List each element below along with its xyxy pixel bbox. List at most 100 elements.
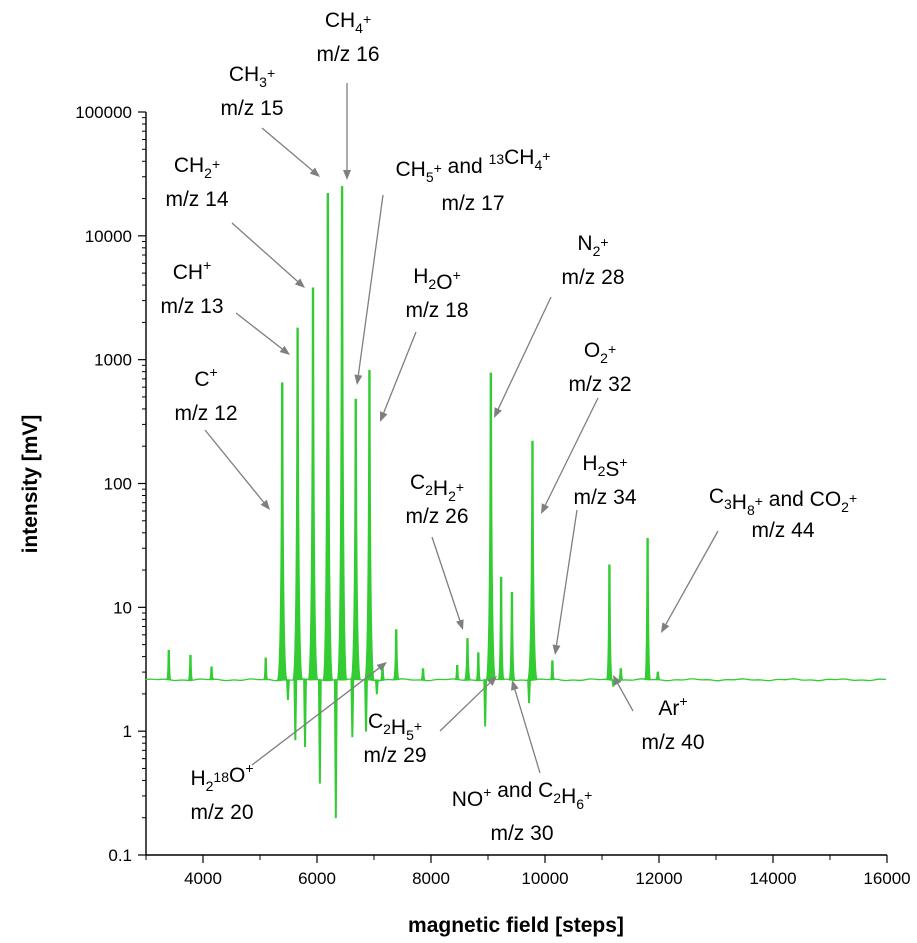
x-tick-label: 6000 (298, 869, 336, 888)
annotation-arrow (494, 296, 552, 418)
peak-label-mz: m/z 20 (190, 801, 253, 824)
peak-label-mz: m/z 32 (568, 373, 631, 396)
annotation-arrow (511, 680, 541, 774)
annotation-arrow (439, 676, 497, 732)
y-axis-title: intensity [mV] (19, 415, 42, 554)
peak-label-ion: N2+ (577, 232, 608, 259)
annotation-arrow (380, 331, 417, 422)
annotation-arrow (261, 127, 320, 177)
spectrum-dip (293, 679, 298, 741)
spectrum-peak (618, 668, 624, 681)
peak-label-mz: m/z 40 (641, 731, 704, 754)
annotation-arrow (343, 83, 351, 180)
spectrum-baseline (145, 678, 887, 682)
annotation-arrow (251, 662, 387, 766)
peak-label-ion: CH2+ (174, 154, 220, 181)
annotation-arrow (541, 397, 599, 514)
peak-label-ion: H2O+ (413, 265, 461, 294)
x-tick-label: 8000 (412, 869, 450, 888)
peak-label-mz: m/z 18 (405, 299, 468, 322)
y-tick-label: 0.1 (108, 846, 132, 865)
axes: 4000 6000 8000 10000 12000 14000 16000 0.1 1 10 10… (75, 103, 910, 888)
spectrum-peak (350, 398, 362, 681)
spectrum-peak (549, 660, 556, 681)
y-tick-label: 100000 (75, 103, 132, 122)
spectrum-peak (527, 440, 538, 681)
spectrum-peak (263, 657, 269, 681)
spectrum-dip (483, 679, 488, 727)
x-tick-label: 4000 (184, 869, 222, 888)
peak-label-mz: m/z 30 (490, 822, 553, 845)
y-tick-label: 10000 (85, 227, 132, 246)
spectrum-dip (364, 679, 368, 732)
spectrum-series (145, 186, 887, 819)
spectrum-peak (208, 666, 215, 681)
peak-label-ion: C2H2+ (410, 471, 464, 504)
spectrum-peak (335, 186, 349, 681)
x-axis-title: magnetic field [steps] (408, 914, 624, 937)
spectrum-peak (655, 671, 661, 681)
annotation-arrow (431, 536, 464, 630)
spectrum-peak (497, 576, 506, 681)
spectrum-dip (333, 679, 338, 819)
peak-label-mz: m/z 17 (441, 192, 504, 215)
spectrum-dip (374, 679, 379, 695)
x-tick-label: 12000 (635, 869, 682, 888)
spectrum-peak (187, 654, 194, 681)
peak-label-ion: CH5+ and 13CH4+ (396, 146, 551, 185)
peak-label-mz: m/z 29 (363, 744, 426, 767)
peak-label-ion: NO+ and C2H6+ (452, 779, 593, 812)
spectrum-peak (463, 638, 472, 681)
annotation-labels: C+ m/z 12 CH+ m/z 13 CH2+ m/z 14 CH3+ m/z 15 CH4… (160, 9, 857, 845)
spectrum-dip (350, 679, 355, 738)
peak-label-ion: C+ (194, 364, 217, 391)
peak-label-ion: CH3+ (229, 63, 275, 90)
peak-label-mz: m/z 34 (573, 486, 636, 509)
y-tick-label: 10 (113, 598, 132, 617)
spectrum-peak (166, 649, 172, 681)
spectrum-peak (321, 193, 335, 681)
spectrum-dip (303, 679, 307, 748)
peak-label-ion: C3H8+ and CO2+ (709, 485, 857, 518)
annotation-arrow (204, 429, 270, 510)
spectrum-peak (454, 664, 460, 681)
y-tick-label: 100 (104, 475, 132, 494)
spectrum-peak (276, 382, 288, 681)
spectrum-dip (527, 679, 531, 704)
annotation-arrows (204, 83, 719, 774)
peak-label-mz: m/z 15 (220, 97, 283, 120)
peak-label-mz: m/z 28 (561, 266, 624, 289)
annotation-arrow (552, 509, 578, 655)
annotation-arrow (231, 222, 305, 288)
x-tick-label: 10000 (521, 869, 568, 888)
spectrum-peak (420, 668, 426, 681)
peak-label-ion: CH+ (173, 257, 212, 284)
spectrum-dip (317, 679, 322, 784)
peak-label-ion: CH4+ (325, 9, 371, 36)
x-tick-label: 16000 (863, 869, 910, 888)
x-tick-label: 14000 (749, 869, 796, 888)
annotation-arrow (613, 675, 634, 712)
spectrum-peak (507, 592, 516, 681)
spectrum-peak (392, 629, 401, 681)
peak-label-mz: m/z 26 (405, 505, 468, 528)
annotation-arrow (235, 312, 290, 355)
peak-label-ion: C2H5+ (368, 710, 422, 743)
peak-label-mz: m/z 14 (165, 188, 228, 211)
peak-label-ion: H2S+ (582, 452, 627, 481)
spectrum-peak (307, 287, 319, 681)
peak-label-ion: Ar+ (658, 693, 687, 720)
annotation-arrow (354, 194, 384, 385)
annotation-arrow (661, 530, 719, 633)
spectrum-dip (286, 679, 290, 700)
spectrum-peak (292, 327, 304, 681)
spectrum-peak (643, 538, 652, 681)
spectrum-peak (364, 369, 375, 681)
peak-label-mz: m/z 16 (316, 43, 379, 66)
peak-label-mz: m/z 13 (160, 295, 223, 318)
spectrum-peak (605, 564, 614, 681)
spectrum-peak (485, 372, 497, 681)
y-tick-label: 1 (123, 722, 132, 741)
peak-label-ion: O2+ (584, 339, 616, 366)
